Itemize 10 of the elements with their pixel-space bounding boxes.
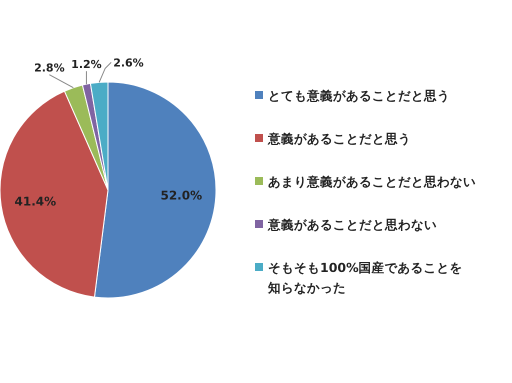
data-label: 41.4% [14, 194, 56, 209]
legend-label: そもそも100%国産であることを知らなかった [267, 260, 463, 295]
data-label: 52.0% [160, 188, 202, 203]
legend-label: あまり意義があることだと思わない [268, 174, 476, 189]
data-label: 1.2% [71, 58, 102, 72]
data-label: 2.8% [34, 62, 65, 75]
legend-label: 意義があることだと思う [267, 131, 411, 146]
legend-label: 意義があることだと思わない [267, 217, 437, 232]
data-label: 2.6% [113, 56, 144, 70]
legend-label: とても意義があることだと思う [268, 88, 450, 103]
